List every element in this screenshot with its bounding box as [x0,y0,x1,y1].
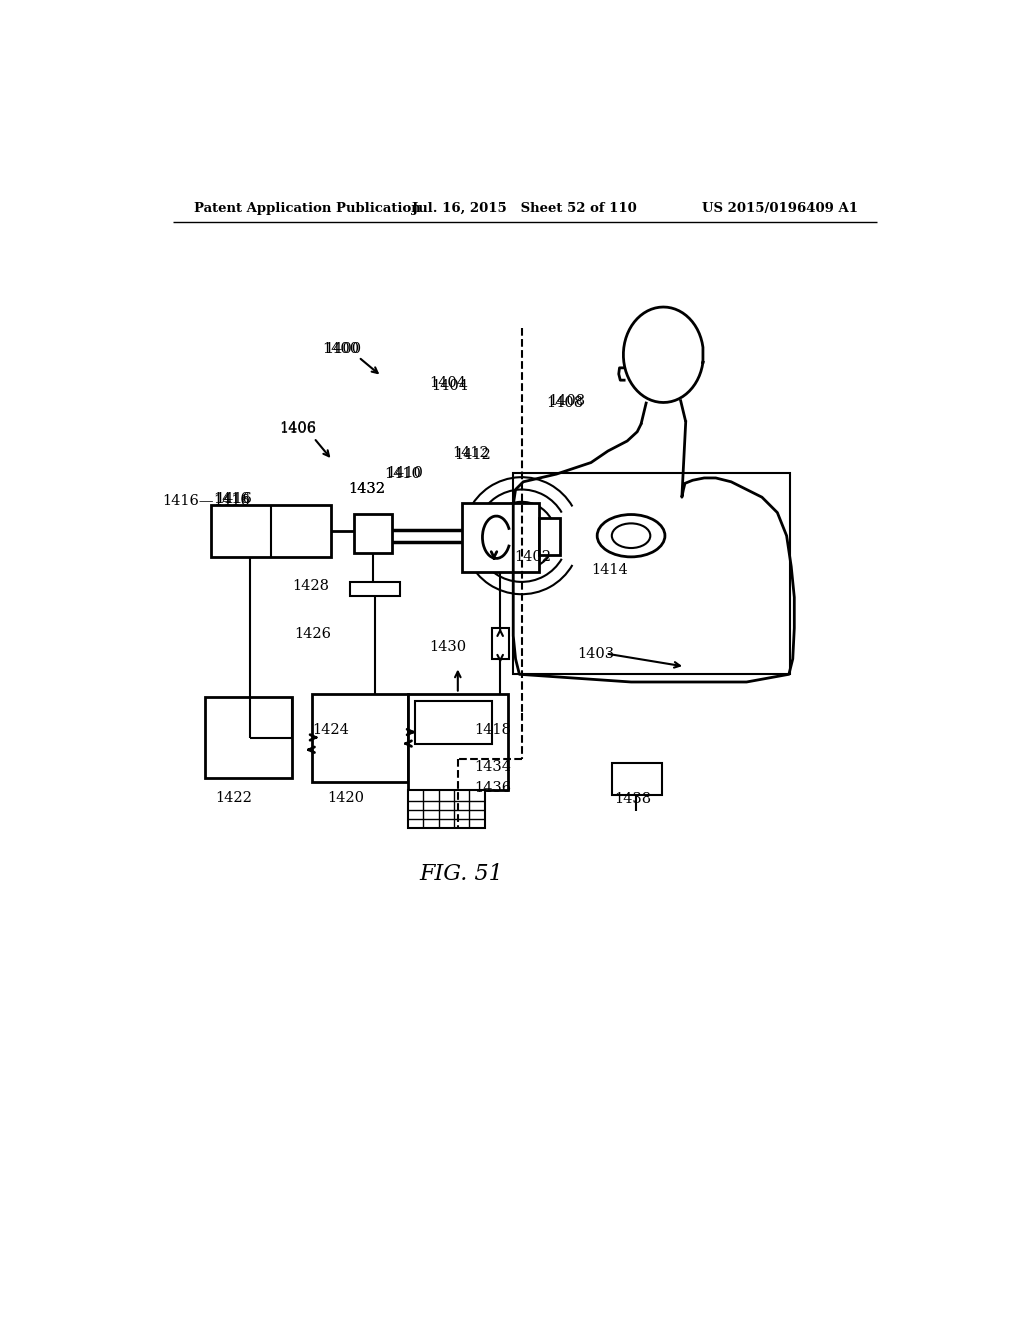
Bar [408,789,484,829]
Ellipse shape [611,523,650,548]
Text: 1400: 1400 [323,342,359,356]
Text: 1416: 1416 [214,494,251,508]
Bar [408,693,508,789]
Text: 1403: 1403 [578,647,614,660]
Text: 1414: 1414 [591,564,628,577]
Text: 1432: 1432 [348,482,385,496]
Bar [205,697,292,779]
Text: 1428: 1428 [292,578,330,593]
Text: 1412: 1412 [454,447,490,462]
Ellipse shape [597,515,665,557]
Text: 1424: 1424 [312,723,349,737]
Text: Jul. 16, 2015   Sheet 52 of 110: Jul. 16, 2015 Sheet 52 of 110 [413,202,637,215]
Text: 1426: 1426 [295,627,332,642]
Text: 1406: 1406 [280,421,316,434]
Text: 1400: 1400 [324,342,360,355]
Text: 1434: 1434 [474,760,511,774]
Bar [513,473,791,675]
Text: 1432: 1432 [348,482,385,496]
Text: 1406: 1406 [280,422,316,437]
Text: 1404: 1404 [429,376,466,391]
Text: 1416: 1416 [214,492,251,506]
Text: 1408: 1408 [549,393,586,408]
Text: 1422: 1422 [215,791,252,804]
Text: 1410: 1410 [385,467,422,480]
Text: 1408: 1408 [547,396,584,411]
Text: FIG. 51: FIG. 51 [420,863,504,886]
Bar [311,693,408,781]
Text: 1418: 1418 [474,723,511,737]
Text: 1410: 1410 [386,466,423,479]
Text: Patent Application Publication: Patent Application Publication [194,202,421,215]
Text: 1416: 1416 [215,492,252,506]
Text: 1416—: 1416— [162,494,214,508]
Text: 1404: 1404 [432,379,469,392]
Text: 1420: 1420 [327,791,364,804]
Text: US 2015/0196409 A1: US 2015/0196409 A1 [702,202,858,215]
Bar [493,628,509,659]
Text: 1438: 1438 [614,792,651,807]
Text: 1412: 1412 [453,446,489,459]
Bar [416,701,493,743]
Text: 1436: 1436 [474,781,511,795]
Text: 1402: 1402 [514,550,551,564]
Bar [350,582,400,595]
Bar [462,503,539,572]
Bar [611,763,662,795]
Bar [354,515,392,553]
Text: 1430: 1430 [429,640,467,655]
Bar [211,504,331,557]
Bar [539,517,560,554]
